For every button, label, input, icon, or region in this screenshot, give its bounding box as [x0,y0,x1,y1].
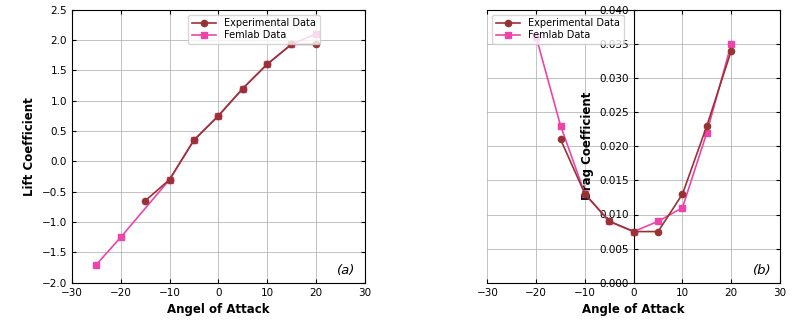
Femlab Data [556,124,566,128]
Femlab Data [165,178,174,182]
Experimental Data [654,229,663,233]
Femlab Data [702,131,712,135]
Femlab Data [726,42,736,46]
Legend: Experimental Data, Femlab Data: Experimental Data, Femlab Data [492,15,624,44]
Y-axis label: Drag Coefficient: Drag Coefficient [581,92,594,201]
Femlab Data [311,32,321,36]
Line: Experimental Data: Experimental Data [142,41,319,204]
X-axis label: Angel of Attack: Angel of Attack [167,303,270,316]
Experimental Data [165,178,174,182]
Y-axis label: Lift Coefficient: Lift Coefficient [23,97,36,196]
Femlab Data [531,35,541,39]
Femlab Data [654,219,663,223]
Line: Femlab Data: Femlab Data [533,34,734,235]
Experimental Data [580,192,590,196]
Experimental Data [678,192,687,196]
Femlab Data [580,192,590,196]
Experimental Data [605,219,614,223]
Line: Femlab Data: Femlab Data [94,31,319,268]
Experimental Data [556,137,566,141]
Experimental Data [140,199,150,203]
Experimental Data [189,138,198,142]
Experimental Data [214,114,223,118]
Experimental Data [262,62,272,66]
Femlab Data [678,206,687,210]
Femlab Data [91,263,101,266]
Femlab Data [629,229,638,233]
Femlab Data [189,138,198,142]
Text: (b): (b) [753,264,771,277]
Femlab Data [286,42,296,46]
Experimental Data [726,49,736,53]
Experimental Data [629,229,638,233]
Femlab Data [605,219,614,223]
Experimental Data [238,87,247,91]
Experimental Data [702,124,712,128]
Text: (a): (a) [338,264,356,277]
X-axis label: Angle of Attack: Angle of Attack [582,303,685,316]
Femlab Data [262,62,272,66]
Line: Experimental Data: Experimental Data [558,47,734,235]
Experimental Data [311,42,321,46]
Femlab Data [238,87,247,91]
Femlab Data [214,114,223,118]
Experimental Data [286,42,296,46]
Femlab Data [116,235,126,239]
Legend: Experimental Data, Femlab Data: Experimental Data, Femlab Data [188,15,320,44]
